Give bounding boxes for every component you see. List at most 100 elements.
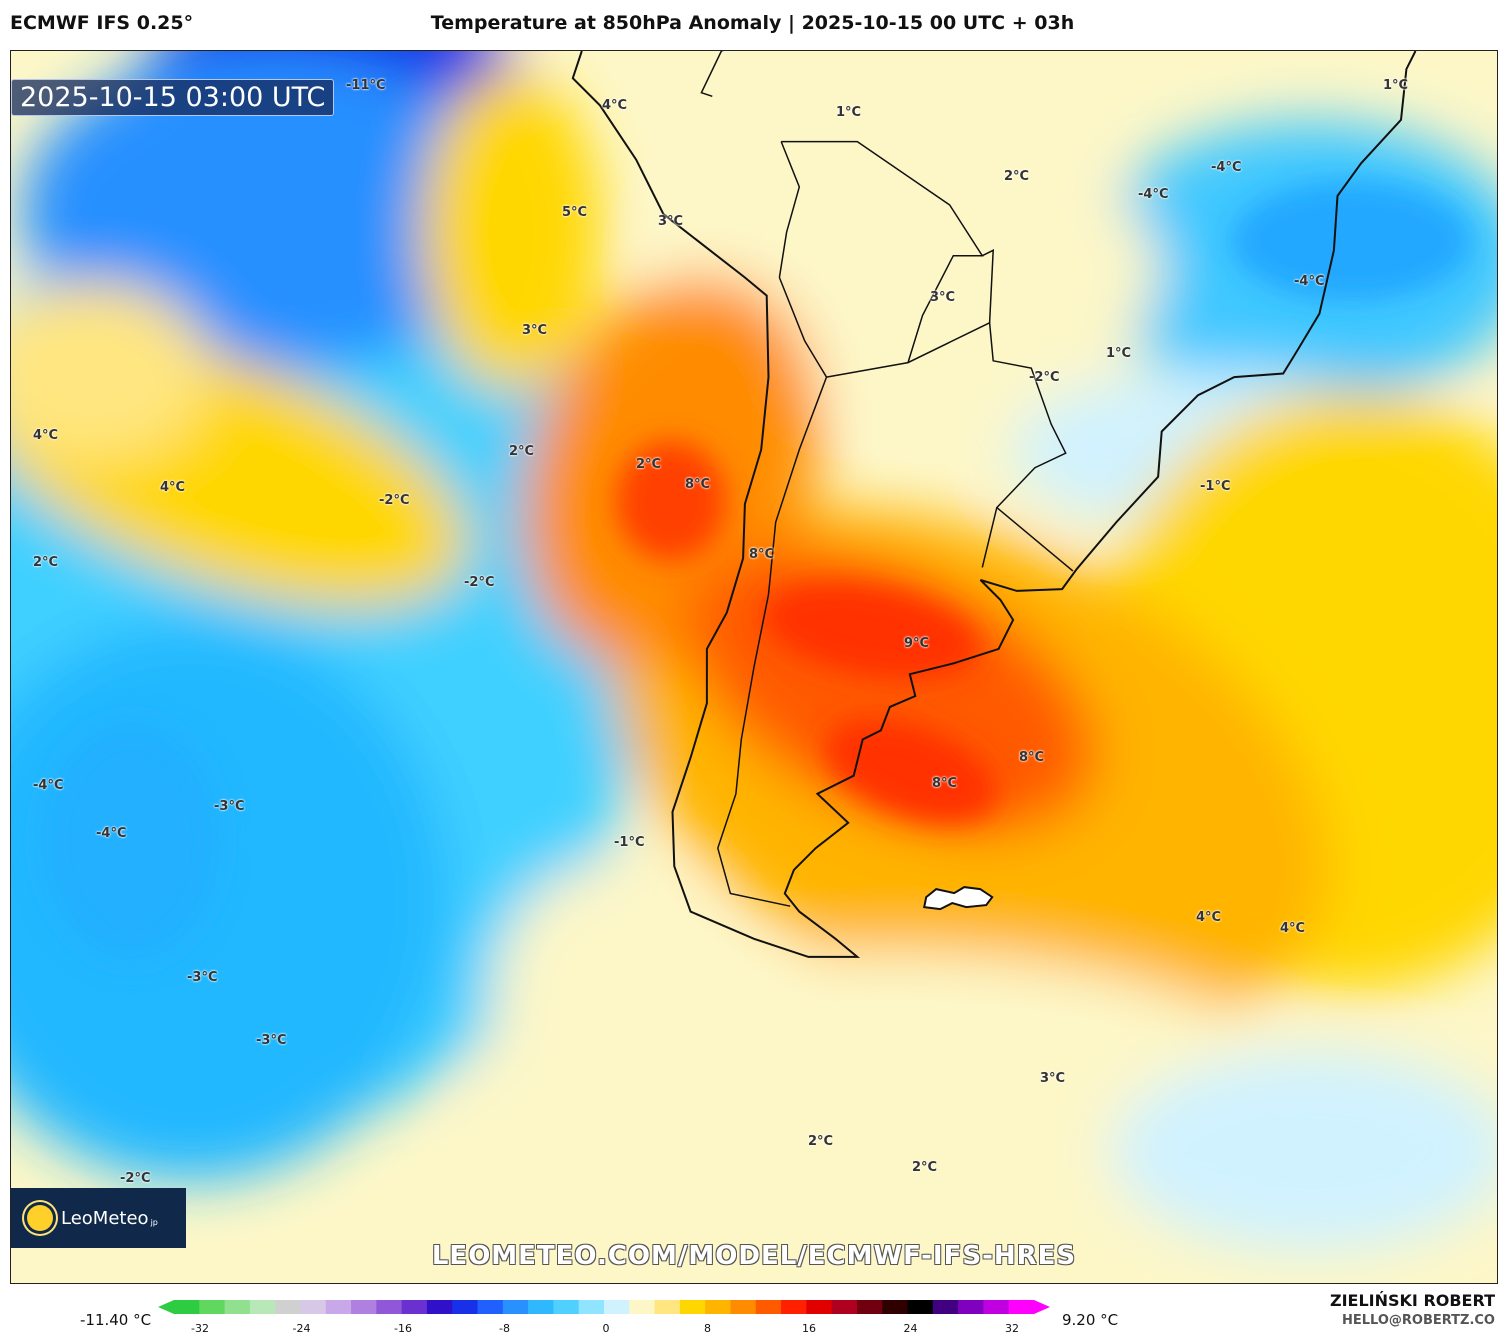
contour-label: -2°C [120, 1171, 151, 1186]
colorbar-swatch [831, 1300, 858, 1314]
colorbar-swatch [351, 1300, 377, 1314]
country-border [717, 277, 828, 907]
contour-label: 2°C [912, 1160, 938, 1175]
contour-label: -4°C [1211, 160, 1242, 175]
colorbar-tick-label: -16 [394, 1322, 412, 1335]
colorbar [158, 1300, 1050, 1314]
contour-label: -1°C [614, 835, 645, 850]
contour-label: 3°C [930, 290, 956, 305]
contour-label: 9°C [904, 636, 930, 651]
colorbar-swatch [426, 1300, 453, 1314]
model-name: ECMWF IFS 0.25° [10, 12, 194, 34]
anomaly-blob [491, 861, 731, 1141]
contour-label: -2°C [379, 493, 410, 508]
contour-label: 8°C [932, 776, 958, 791]
leometeo-logo[interactable]: LeoMeteo jp [11, 1188, 186, 1248]
contour-label: 4°C [1196, 910, 1222, 925]
temperature-anomaly-core [41, 181, 1471, 961]
map-canvas[interactable] [11, 51, 1497, 1283]
colorbar-swatch [1008, 1300, 1035, 1314]
sun-icon [27, 1205, 53, 1231]
anomaly-blob [825, 718, 997, 824]
colorbar-tick-label: -8 [499, 1322, 510, 1335]
colorbar-swatch [528, 1300, 554, 1314]
colorbar-swatch [730, 1300, 757, 1314]
anomaly-blob [762, 582, 980, 680]
logo-text: LeoMeteo [61, 1207, 149, 1229]
watermark-url: LEOMETEO.COM/MODEL/ECMWF-IFS-HRES [431, 1241, 1077, 1271]
country-border [778, 141, 801, 278]
colorbar-swatch [477, 1300, 504, 1314]
colorbar-swatch [401, 1300, 428, 1314]
colorbar-swatch [755, 1300, 782, 1314]
colorbar-tick-label: 32 [1005, 1322, 1019, 1335]
continent-coastline [571, 51, 1417, 958]
contour-label: 3°C [658, 214, 684, 229]
contour-label: 2°C [808, 1134, 834, 1149]
contour-label: -2°C [464, 575, 495, 590]
colorbar-swatch [300, 1300, 327, 1314]
contour-label: -4°C [1138, 187, 1169, 202]
colorbar-swatch [907, 1300, 934, 1314]
contour-label: 4°C [1280, 921, 1306, 936]
colorbar-tick-label: 8 [704, 1322, 711, 1335]
colorbar-swatch [224, 1300, 251, 1314]
colorbar-swatch [553, 1300, 580, 1314]
contour-label: -4°C [33, 778, 64, 793]
colorbar-swatch [604, 1300, 630, 1314]
colorbar-swatch [958, 1300, 984, 1314]
colorbar-tick-label: 24 [903, 1322, 918, 1335]
contour-label: 8°C [749, 547, 775, 562]
contour-label: 4°C [33, 428, 59, 443]
colorbar-swatch [705, 1300, 731, 1314]
colorbar-swatch [654, 1300, 681, 1314]
falkland-islands [923, 886, 994, 911]
colorbar-extend-max [1034, 1300, 1050, 1314]
colorbar-tick-label: -24 [292, 1322, 311, 1335]
colorbar-tick-label: -32 [191, 1322, 209, 1335]
anomaly-blob [11, 281, 211, 461]
contour-label: 3°C [1040, 1071, 1066, 1086]
country-border [700, 51, 724, 98]
country-border [826, 321, 1067, 568]
contour-label: 1°C [836, 105, 862, 120]
colorbar-swatch [325, 1300, 352, 1314]
colorbar-tick-label: 0 [602, 1322, 610, 1335]
colorbar-swatch [174, 1300, 200, 1314]
logo-suffix: jp [150, 1217, 158, 1227]
chart-title: Temperature at 850hPa Anomaly | 2025-10-… [430, 12, 1075, 34]
contour-label: -3°C [256, 1033, 287, 1048]
contour-label: 8°C [685, 477, 711, 492]
colorbar-swatch [249, 1300, 276, 1314]
colorbar-swatch [806, 1300, 833, 1314]
contour-label: -11°C [346, 78, 386, 93]
colorbar-ticks: -32 -24 -16 -8 0 8 16 24 32 [0, 1322, 1505, 1338]
country-border [981, 249, 995, 323]
colorbar-min-label: -11.40 °C [80, 1311, 152, 1329]
colorbar-swatch [983, 1300, 1010, 1314]
map-panel[interactable]: 2025-10-15 03:00 UTC -11°C 4°C 5°C 3°C 1°C 2°… [10, 50, 1498, 1284]
country-border [996, 507, 1074, 572]
colorbar-swatch [502, 1300, 529, 1314]
contour-label: 2°C [636, 457, 662, 472]
colorbar-extend-min [158, 1300, 174, 1314]
contour-label: -4°C [1294, 274, 1325, 289]
colorbar-swatch [932, 1300, 959, 1314]
colorbar-swatch [199, 1300, 226, 1314]
contour-label: 2°C [33, 555, 59, 570]
contour-label: 2°C [1004, 169, 1030, 184]
contour-label: -2°C [1029, 370, 1060, 385]
author-name: ZIELIŃSKI ROBERT [1329, 1291, 1495, 1310]
contour-label: 4°C [602, 98, 628, 113]
contour-label: 2°C [509, 444, 535, 459]
colorbar-swatch [452, 1300, 479, 1314]
colorbar-swatch [376, 1300, 403, 1314]
anomaly-blob [1231, 181, 1471, 301]
colorbar-swatch [629, 1300, 656, 1314]
colorbar-swatch [781, 1300, 807, 1314]
contour-label: 4°C [160, 480, 186, 495]
contour-label: -1°C [1200, 479, 1231, 494]
colorbar-swatch [275, 1300, 301, 1314]
colorbar-swatch [578, 1300, 605, 1314]
coastlines-borders [571, 51, 1417, 958]
